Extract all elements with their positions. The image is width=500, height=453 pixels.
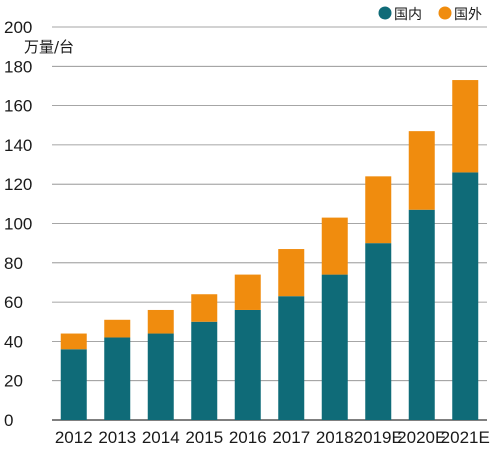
y-tick-label: 140 — [4, 136, 32, 155]
y-tick-label: 80 — [4, 254, 23, 273]
bar-domestic-2012 — [60, 349, 87, 420]
bar-overseas-2017 — [278, 249, 305, 297]
bar-domestic-2014 — [147, 333, 174, 420]
bar-overseas-2019E — [365, 176, 392, 244]
legend-label: 国内 — [394, 7, 422, 23]
y-tick-label: 60 — [4, 293, 23, 312]
y-axis-unit-label: 万量/台 — [24, 38, 74, 56]
y-axis-tick-labels: 0 20 40 60 80 100 120 140 160 180 200 — [4, 18, 32, 430]
x-axis-tick-labels: 2012 2013 2014 2015 2016 2017 2018 2019E2020E20… — [55, 428, 490, 447]
legend-label: 国外 — [454, 7, 482, 23]
bar-domestic-2017 — [278, 296, 305, 420]
y-tick-label: 100 — [4, 215, 32, 234]
bar-domestic-2019E — [365, 243, 392, 420]
bar-domestic-2018 — [321, 274, 348, 420]
bar-overseas-2021E — [452, 80, 479, 173]
bar-domestic-2016 — [234, 309, 261, 420]
bar-overseas-2016 — [234, 274, 261, 310]
bar-domestic-2020E — [408, 209, 435, 420]
bar-overseas-2018 — [321, 217, 348, 275]
x-tick-label: 2014 — [142, 428, 180, 447]
x-tick-label: 2015 — [185, 428, 223, 447]
x-tick-label: 2020E — [397, 428, 446, 447]
x-tick-label: 2017 — [272, 428, 310, 447]
x-tick-label: 2016 — [229, 428, 267, 447]
legend-marker — [378, 6, 392, 20]
x-tick-label: 2012 — [55, 428, 93, 447]
x-tick-label: 2021E — [441, 428, 490, 447]
y-tick-label: 120 — [4, 175, 32, 194]
y-tick-label: 0 — [4, 411, 13, 430]
bar-overseas-2014 — [147, 309, 174, 334]
bar-domestic-2015 — [191, 321, 218, 420]
y-tick-label: 20 — [4, 372, 23, 391]
bar-overseas-2012 — [60, 333, 87, 350]
x-tick-label: 2018 — [316, 428, 354, 447]
bar-domestic-2021E — [452, 172, 479, 420]
bar-domestic-2013 — [104, 337, 131, 420]
x-tick-label: 2019E — [354, 428, 403, 447]
y-tick-label: 40 — [4, 332, 23, 351]
legend-marker — [438, 6, 452, 20]
legend: 国内 国外 — [378, 6, 482, 23]
bar-overseas-2015 — [191, 294, 218, 322]
x-tick-label: 2013 — [98, 428, 136, 447]
bars — [60, 80, 479, 420]
y-tick-label: 200 — [4, 18, 32, 37]
bar-overseas-2013 — [104, 319, 131, 338]
y-tick-label: 160 — [4, 97, 32, 116]
bar-overseas-2020E — [408, 131, 435, 210]
y-tick-label: 180 — [4, 57, 32, 76]
